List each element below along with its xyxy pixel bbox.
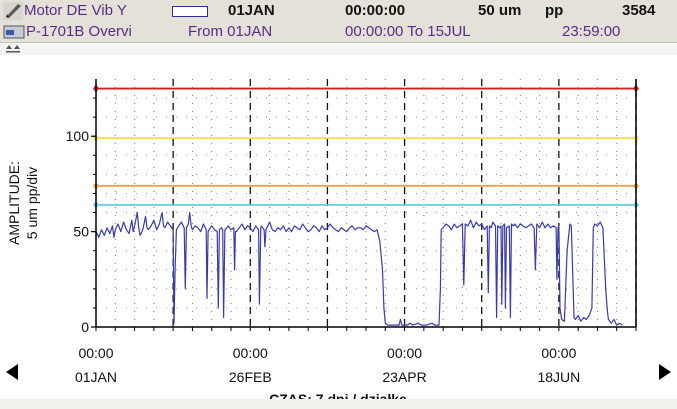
y-tick-label: 100 bbox=[66, 128, 90, 144]
pencil-icon[interactable] bbox=[3, 2, 23, 20]
y-tick-label: 50 bbox=[73, 224, 89, 240]
x-tick-time: 00:00 bbox=[541, 345, 576, 361]
header-bar-bottom bbox=[0, 21, 677, 43]
x-tick-time: 00:00 bbox=[233, 345, 268, 361]
y-axis-sublabel: 5 um pp/div bbox=[24, 167, 40, 239]
series-trace-0 bbox=[95, 211, 623, 326]
header-value: 3584 bbox=[622, 2, 656, 19]
channel-name: Motor DE Vib Y bbox=[24, 2, 127, 19]
x-tick-time: 00:00 bbox=[387, 345, 422, 361]
header-time: 00:00:00 bbox=[345, 2, 406, 19]
header-unit: pp bbox=[545, 2, 564, 19]
scroll-right-arrow[interactable] bbox=[659, 364, 671, 380]
header-scale: 50 um bbox=[478, 2, 522, 19]
y-tick-label: 0 bbox=[81, 319, 89, 335]
toolbar-strip bbox=[0, 43, 677, 55]
status-strip bbox=[0, 399, 677, 409]
x-tick-date: 01JAN bbox=[75, 369, 117, 385]
y-axis-label: AMPLITUDE: bbox=[6, 161, 22, 245]
header-date: 01JAN bbox=[228, 2, 275, 19]
x-tick-date: 18JUN bbox=[537, 369, 580, 385]
scroll-left-arrow[interactable] bbox=[6, 364, 18, 380]
trace-legend-swatch bbox=[172, 6, 208, 17]
overview-icon[interactable] bbox=[3, 23, 25, 41]
range-end-time: 23:59:00 bbox=[562, 23, 621, 40]
expand-icon[interactable] bbox=[5, 44, 23, 54]
x-tick-time: 00:00 bbox=[78, 345, 113, 361]
range-to: 00:00:00 To 15JUL bbox=[345, 23, 471, 40]
machine-name: P-1701B Overvi bbox=[26, 23, 132, 40]
header-bar-top bbox=[0, 0, 677, 21]
x-tick-date: 23APR bbox=[382, 369, 426, 385]
range-from: From 01JAN bbox=[188, 23, 273, 40]
x-tick-date: 26FEB bbox=[229, 369, 272, 385]
